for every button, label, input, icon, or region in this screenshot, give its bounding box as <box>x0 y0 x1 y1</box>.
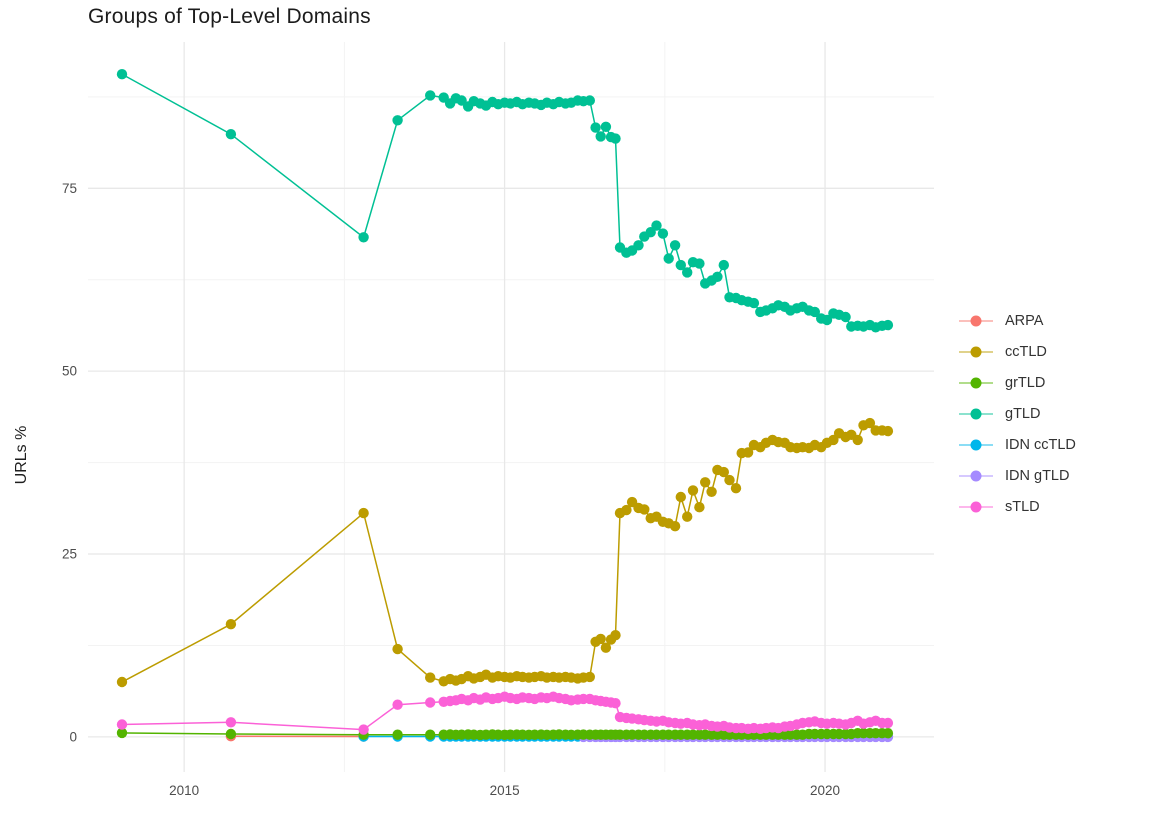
y-tick-label: 75 <box>62 181 77 196</box>
legend-label: IDN gTLD <box>1005 467 1070 484</box>
series-points-stld <box>116 691 894 735</box>
x-axis-tick-labels: 2010 2015 2020 <box>169 783 840 798</box>
legend-item-cctld: ccTLD <box>958 343 1164 361</box>
legend-item-stld: sTLD <box>958 498 1164 516</box>
legend-label: ccTLD <box>1005 343 1047 360</box>
legend-label: IDN ccTLD <box>1005 436 1076 453</box>
grid-minor <box>88 42 934 772</box>
legend-key-icon-idn-gtld <box>959 470 993 481</box>
legend-item-idn-cctld: IDN ccTLD <box>958 436 1164 454</box>
legend-key-icon-stld <box>959 501 993 512</box>
legend-item-grtld: grTLD <box>958 374 1164 392</box>
legend-item-gtld: gTLD <box>958 405 1164 423</box>
legend-label: sTLD <box>1005 498 1040 515</box>
y-tick-label: 25 <box>62 547 77 562</box>
legend-label: gTLD <box>1005 405 1041 422</box>
legend: ARPA ccTLD grTLD gTLD IDN ccTLD IDN gTLD sTLD <box>958 0 1164 827</box>
y-axis-tick-labels: 0 25 50 75 <box>62 181 77 745</box>
legend-key-icon-arpa <box>959 315 993 326</box>
y-tick-label: 50 <box>62 364 77 379</box>
chart-title: Groups of Top-Level Domains <box>88 5 371 28</box>
y-tick-label: 0 <box>69 729 77 744</box>
grid-major <box>88 42 934 772</box>
x-tick-label: 2015 <box>490 783 520 798</box>
x-tick-label: 2020 <box>810 783 840 798</box>
series-points-cctld <box>116 417 894 688</box>
legend-key-icon-idn-cctld <box>959 439 993 450</box>
x-tick-label: 2010 <box>169 783 199 798</box>
legend-label: grTLD <box>1005 374 1046 391</box>
legend-label: ARPA <box>1005 312 1044 329</box>
series-points-gtld <box>116 69 894 333</box>
legend-key-icon-cctld <box>959 346 993 357</box>
legend-item-idn-gtld: IDN gTLD <box>958 467 1164 485</box>
legend-key-icon-gtld <box>959 408 993 419</box>
legend-item-arpa: ARPA <box>958 312 1164 330</box>
legend-key-icon-grtld <box>959 377 993 388</box>
